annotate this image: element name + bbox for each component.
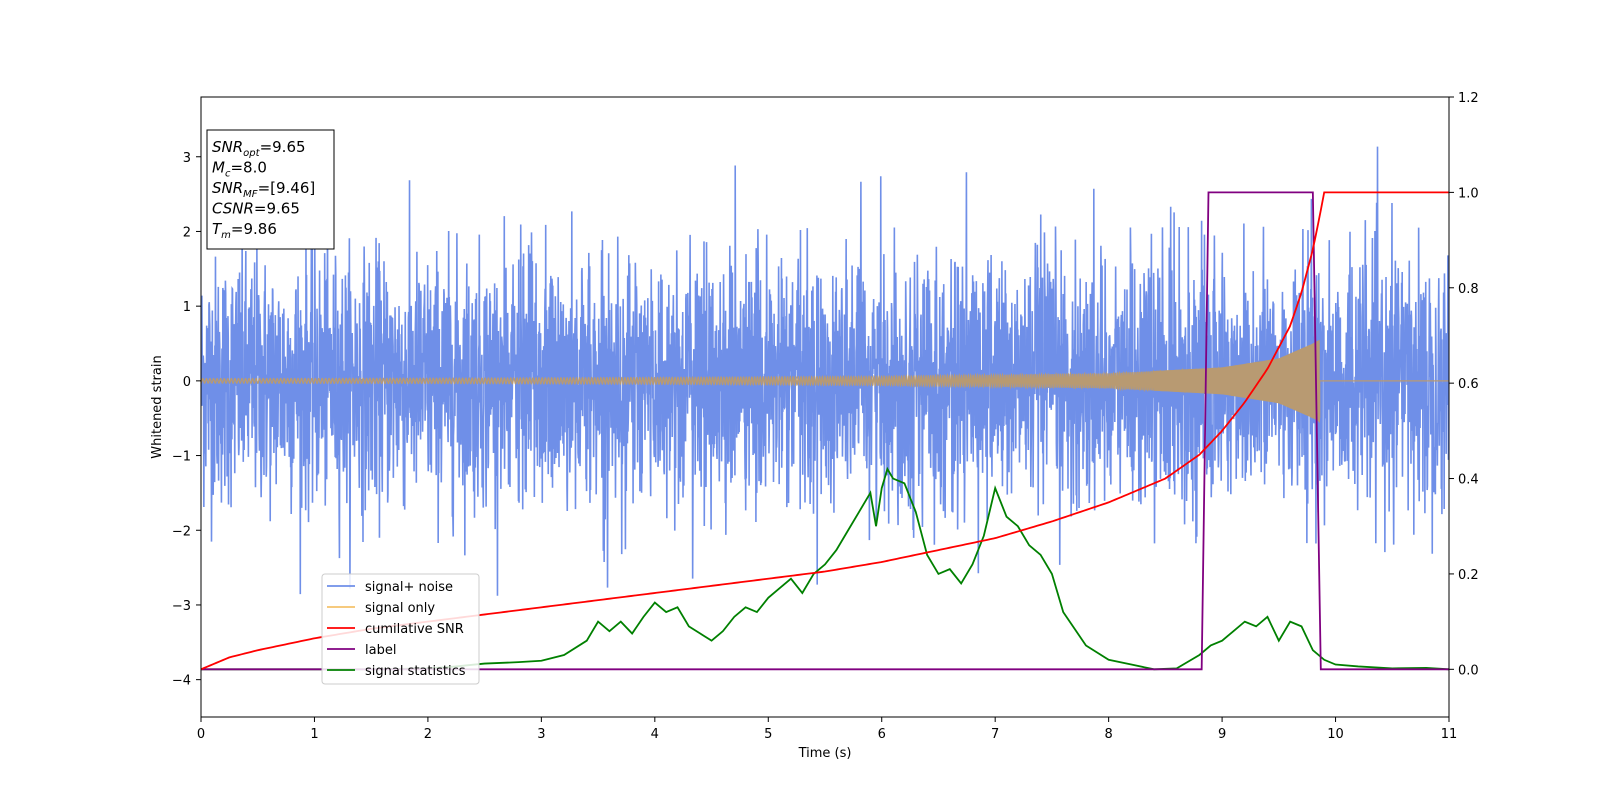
x-tick-label: 3 [537,727,545,742]
y-axis-left: −4 −3 −2 −1 0 1 2 3 [172,151,201,689]
x-axis: 0 1 2 3 4 5 6 7 8 9 10 11 [197,717,1457,742]
legend-label: signal statistics [365,664,466,679]
legend: signal+ noise signal only cumilative SNR la… [321,573,480,685]
info-subscript: opt [243,148,260,159]
x-tick-label: 2 [424,727,432,742]
y-tick-label: 3 [183,151,191,166]
info-box-frame [206,129,335,250]
legend-label: cumilative SNR [365,622,464,637]
y-tick-label: 2 [183,225,191,240]
x-tick-label: 11 [1441,727,1458,742]
x-tick-label: 4 [651,727,659,742]
x-tick-label: 0 [197,727,205,742]
info-value: =8.0 [230,159,266,177]
legend-label: signal only [365,601,435,616]
x-tick-label: 7 [991,727,999,742]
y2-tick-label: 1.2 [1458,91,1479,106]
info-value: =9.65 [254,200,300,218]
signal-line [201,343,1449,424]
info-symbol: M [212,159,225,177]
info-value: =[9.46] [258,179,316,197]
info-symbol: T [212,220,223,238]
info-symbol: CSNR [212,200,254,218]
x-tick-label: 8 [1104,727,1112,742]
x-tick-label: 6 [878,727,886,742]
info-row: CSNR=9.65 [212,200,300,218]
info-subscript: MF [243,189,258,200]
info-row: Mc=8.0 [212,159,267,180]
legend-frame [321,573,480,685]
y2-tick-label: 0.2 [1458,568,1479,583]
x-tick-label: 9 [1218,727,1226,742]
y2-tick-label: 0.4 [1458,473,1479,488]
y-tick-label: −2 [172,524,191,539]
info-subscript: m [221,230,231,241]
y-tick-label: −1 [172,450,191,465]
y-tick-label: 1 [183,300,191,315]
y-tick-label: −3 [172,599,191,614]
y-axis-right: 0.0 0.2 0.4 0.6 0.8 1.0 1.2 [1449,91,1479,678]
signal-series [201,339,1449,424]
y2-tick-label: 0.6 [1458,377,1479,392]
y2-tick-label: 0.0 [1458,663,1479,678]
info-row: SNRopt=9.65 [212,138,306,159]
info-row: SNRMF=[9.46] [212,179,315,200]
y2-tick-label: 1.0 [1458,186,1479,201]
info-box: SNRopt=9.65Mc=8.0SNRMF=[9.46]CSNR=9.65Tm… [206,129,335,250]
legend-label: label [365,643,396,658]
info-symbol: SNR [212,179,243,197]
info-value: =9.86 [231,220,277,238]
x-tick-label: 10 [1327,727,1344,742]
x-tick-label: 1 [310,727,318,742]
signal-envelope [1154,339,1320,422]
info-subscript: c [225,169,231,180]
x-axis-label: Time (s) [798,746,852,761]
y2-tick-label: 0.8 [1458,282,1479,297]
info-row: Tm=9.86 [212,220,277,241]
label-line [201,191,1449,671]
x-tick-label: 5 [764,727,772,742]
stats-line [201,466,1449,671]
legend-label: signal+ noise [365,580,453,595]
y-tick-label: −4 [172,674,191,689]
y-axis-label: Whitened strain [150,355,165,458]
info-symbol: SNR [212,138,243,156]
y-tick-label: 0 [183,375,191,390]
plot-frame [200,96,1450,718]
info-value: =9.65 [260,138,306,156]
